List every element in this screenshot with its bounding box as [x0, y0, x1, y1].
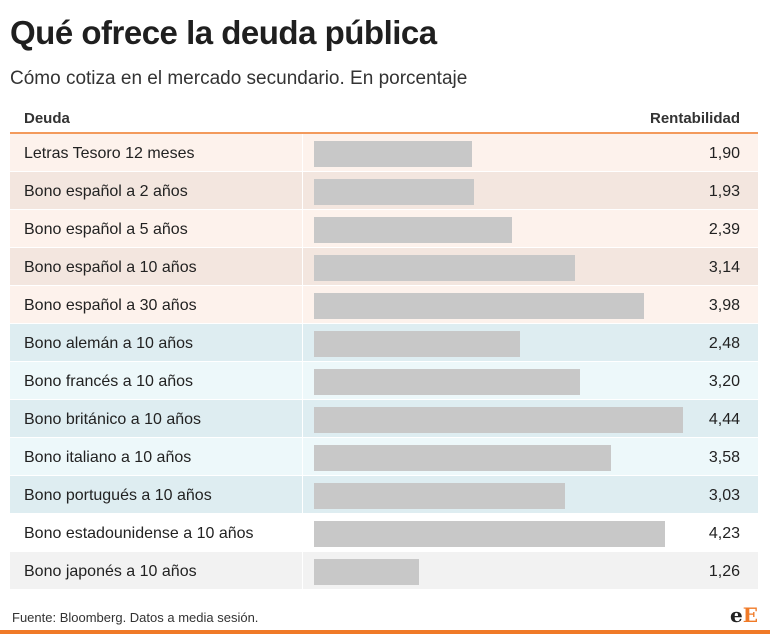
row-label: Bono español a 5 años: [24, 221, 188, 238]
table-row: Bono español a 30 años 3,98: [10, 286, 758, 324]
column-divider: [302, 400, 303, 437]
table-row: Bono español a 2 años 1,93: [10, 172, 758, 210]
row-label: Bono francés a 10 años: [24, 373, 194, 390]
bar: [314, 369, 580, 395]
row-label: Bono italiano a 10 años: [24, 449, 192, 466]
table-body: Letras Tesoro 12 meses 1,90 Bono español a…: [10, 134, 758, 590]
source-note: Fuente: Bloomberg. Datos a media sesión.: [12, 610, 259, 625]
bar: [314, 293, 645, 319]
row-label: Bono portugués a 10 años: [24, 487, 212, 504]
row-value: 3,20: [708, 373, 740, 390]
row-label: Bono alemán a 10 años: [24, 335, 194, 352]
row-label: Bono español a 2 años: [24, 183, 188, 200]
row-label: Bono estadounidense a 10 años: [24, 525, 254, 542]
row-label: Bono británico a 10 años: [24, 411, 202, 428]
bar: [314, 141, 472, 167]
table-row: Bono japonés a 10 años 1,26: [10, 552, 758, 590]
column-divider: [302, 210, 303, 247]
column-divider: [302, 552, 303, 589]
bar: [314, 483, 566, 509]
ee-logo: eE: [730, 603, 758, 627]
column-divider: [302, 476, 303, 513]
bar: [314, 331, 520, 357]
row-value: 2,48: [708, 335, 740, 352]
row-value: 3,98: [708, 297, 740, 314]
bar: [314, 255, 575, 281]
row-value: 3,58: [708, 449, 740, 466]
table-row: Bono español a 10 años 3,14: [10, 248, 758, 286]
bar: [314, 445, 612, 471]
row-value: 1,90: [708, 145, 740, 162]
bar: [314, 521, 666, 547]
bottom-accent-line: [0, 630, 770, 634]
row-value: 4,44: [708, 411, 740, 428]
table-row: Bono francés a 10 años 3,20: [10, 362, 758, 400]
column-divider: [302, 324, 303, 361]
column-divider: [302, 286, 303, 323]
column-divider: [302, 134, 303, 171]
row-value: 3,03: [708, 487, 740, 504]
row-value: 2,39: [708, 221, 740, 238]
column-divider: [302, 362, 303, 399]
row-label: Bono español a 30 años: [24, 297, 197, 314]
table-row: Bono estadounidense a 10 años 4,23: [10, 514, 758, 552]
table-row: Bono italiano a 10 años 3,58: [10, 438, 758, 476]
column-divider: [302, 514, 303, 551]
table-row: Bono español a 5 años 2,39: [10, 210, 758, 248]
row-value: 1,93: [708, 183, 740, 200]
row-label: Bono japonés a 10 años: [24, 563, 197, 580]
row-value: 4,23: [708, 525, 740, 542]
row-label: Bono español a 10 años: [24, 259, 197, 276]
bar: [314, 407, 683, 433]
header-deuda: Deuda: [24, 110, 70, 127]
chart-subtitle: Cómo cotiza en el mercado secundario. En…: [10, 68, 468, 89]
table-row: Bono alemán a 10 años 2,48: [10, 324, 758, 362]
header-rentabilidad: Rentabilidad: [649, 110, 740, 127]
bar: [314, 559, 419, 585]
row-label: Letras Tesoro 12 meses: [24, 145, 195, 162]
row-value: 1,26: [708, 563, 740, 580]
table-row: Letras Tesoro 12 meses 1,90: [10, 134, 758, 172]
table-row: Bono portugués a 10 años 3,03: [10, 476, 758, 514]
column-divider: [302, 172, 303, 209]
data-table: Deuda Rentabilidad Letras Tesoro 12 mese…: [10, 100, 758, 590]
bar: [314, 179, 475, 205]
table-header: Deuda Rentabilidad: [10, 100, 758, 134]
column-divider: [302, 438, 303, 475]
row-value: 3,14: [708, 259, 740, 276]
column-divider: [302, 248, 303, 285]
bar: [314, 217, 513, 243]
table-row: Bono británico a 10 años 4,44: [10, 400, 758, 438]
chart-title: Qué ofrece la deuda pública: [10, 14, 437, 51]
